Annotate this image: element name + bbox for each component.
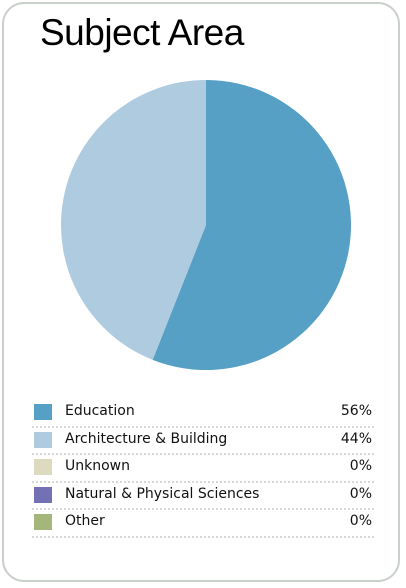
legend-label: Architecture & Building [65, 430, 228, 447]
legend-value: 0% [349, 485, 372, 502]
legend-swatch [34, 431, 52, 448]
legend-value: 0% [349, 458, 372, 474]
legend-value: 44% [340, 430, 372, 447]
pie-slice [60, 80, 206, 360]
legend-label: Education [65, 403, 135, 419]
legend-row: Other 0% [32, 510, 374, 538]
legend-swatch [34, 459, 52, 475]
legend-swatch [34, 514, 52, 530]
legend-row: Unknown 0% [32, 455, 374, 483]
legend-value: 0% [349, 513, 372, 529]
legend-row: Education 56% [32, 400, 374, 428]
legend-row: Architecture & Building 44% [32, 428, 374, 455]
pie-slice [152, 80, 351, 370]
legend-swatch [34, 404, 52, 420]
legend-swatch [34, 486, 52, 503]
legend-label: Natural & Physical Sciences [65, 485, 260, 502]
legend-value: 56% [340, 403, 372, 419]
pie-chart [60, 80, 351, 370]
legend-label: Other [65, 513, 105, 529]
legend-label: Unknown [65, 458, 130, 474]
chart-title: Subject Area [40, 12, 244, 53]
legend: Education 56% Architecture & Building 44… [32, 400, 374, 538]
legend-row: Natural & Physical Sciences 0% [32, 483, 374, 510]
